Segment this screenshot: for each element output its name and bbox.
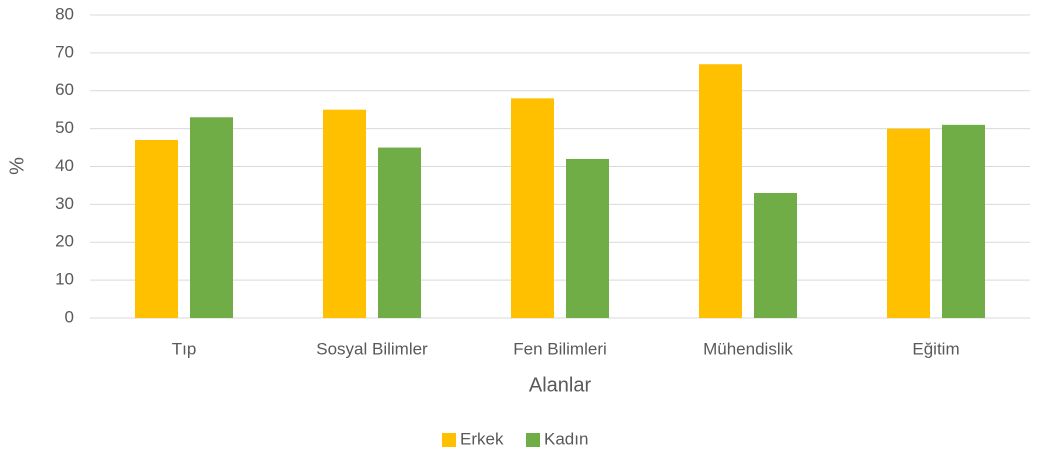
y-tick-label: 60 — [55, 80, 74, 99]
legend-label: Erkek — [460, 429, 504, 448]
bar — [942, 124, 985, 319]
bar — [699, 64, 742, 318]
bar — [511, 98, 554, 318]
x-tick-label: Sosyal Bilimler — [316, 339, 428, 358]
y-axis-label: % — [6, 157, 28, 175]
x-tick-label: Tıp — [172, 339, 197, 358]
legend-swatch — [442, 433, 456, 447]
y-tick-label: 80 — [55, 4, 74, 23]
x-tick-label: Eğitim — [912, 339, 959, 358]
y-tick-label: 50 — [55, 118, 74, 137]
y-tick-label: 40 — [55, 156, 74, 175]
y-tick-label: 70 — [55, 42, 74, 61]
bar — [323, 109, 366, 318]
bar — [754, 193, 797, 318]
y-tick-label: 30 — [55, 194, 74, 213]
legend-label: Kadın — [544, 429, 588, 448]
y-tick-label: 0 — [65, 307, 74, 326]
bar — [190, 117, 233, 318]
bar — [135, 139, 178, 318]
bar — [378, 147, 421, 318]
x-axis-label: Alanlar — [529, 374, 592, 396]
y-tick-label: 10 — [55, 270, 74, 289]
bar — [566, 158, 609, 318]
x-tick-label: Fen Bilimleri — [513, 339, 607, 358]
bar — [887, 128, 930, 318]
x-tick-label: Mühendislik — [703, 339, 793, 358]
legend-swatch — [526, 433, 540, 447]
y-tick-label: 20 — [55, 232, 74, 251]
